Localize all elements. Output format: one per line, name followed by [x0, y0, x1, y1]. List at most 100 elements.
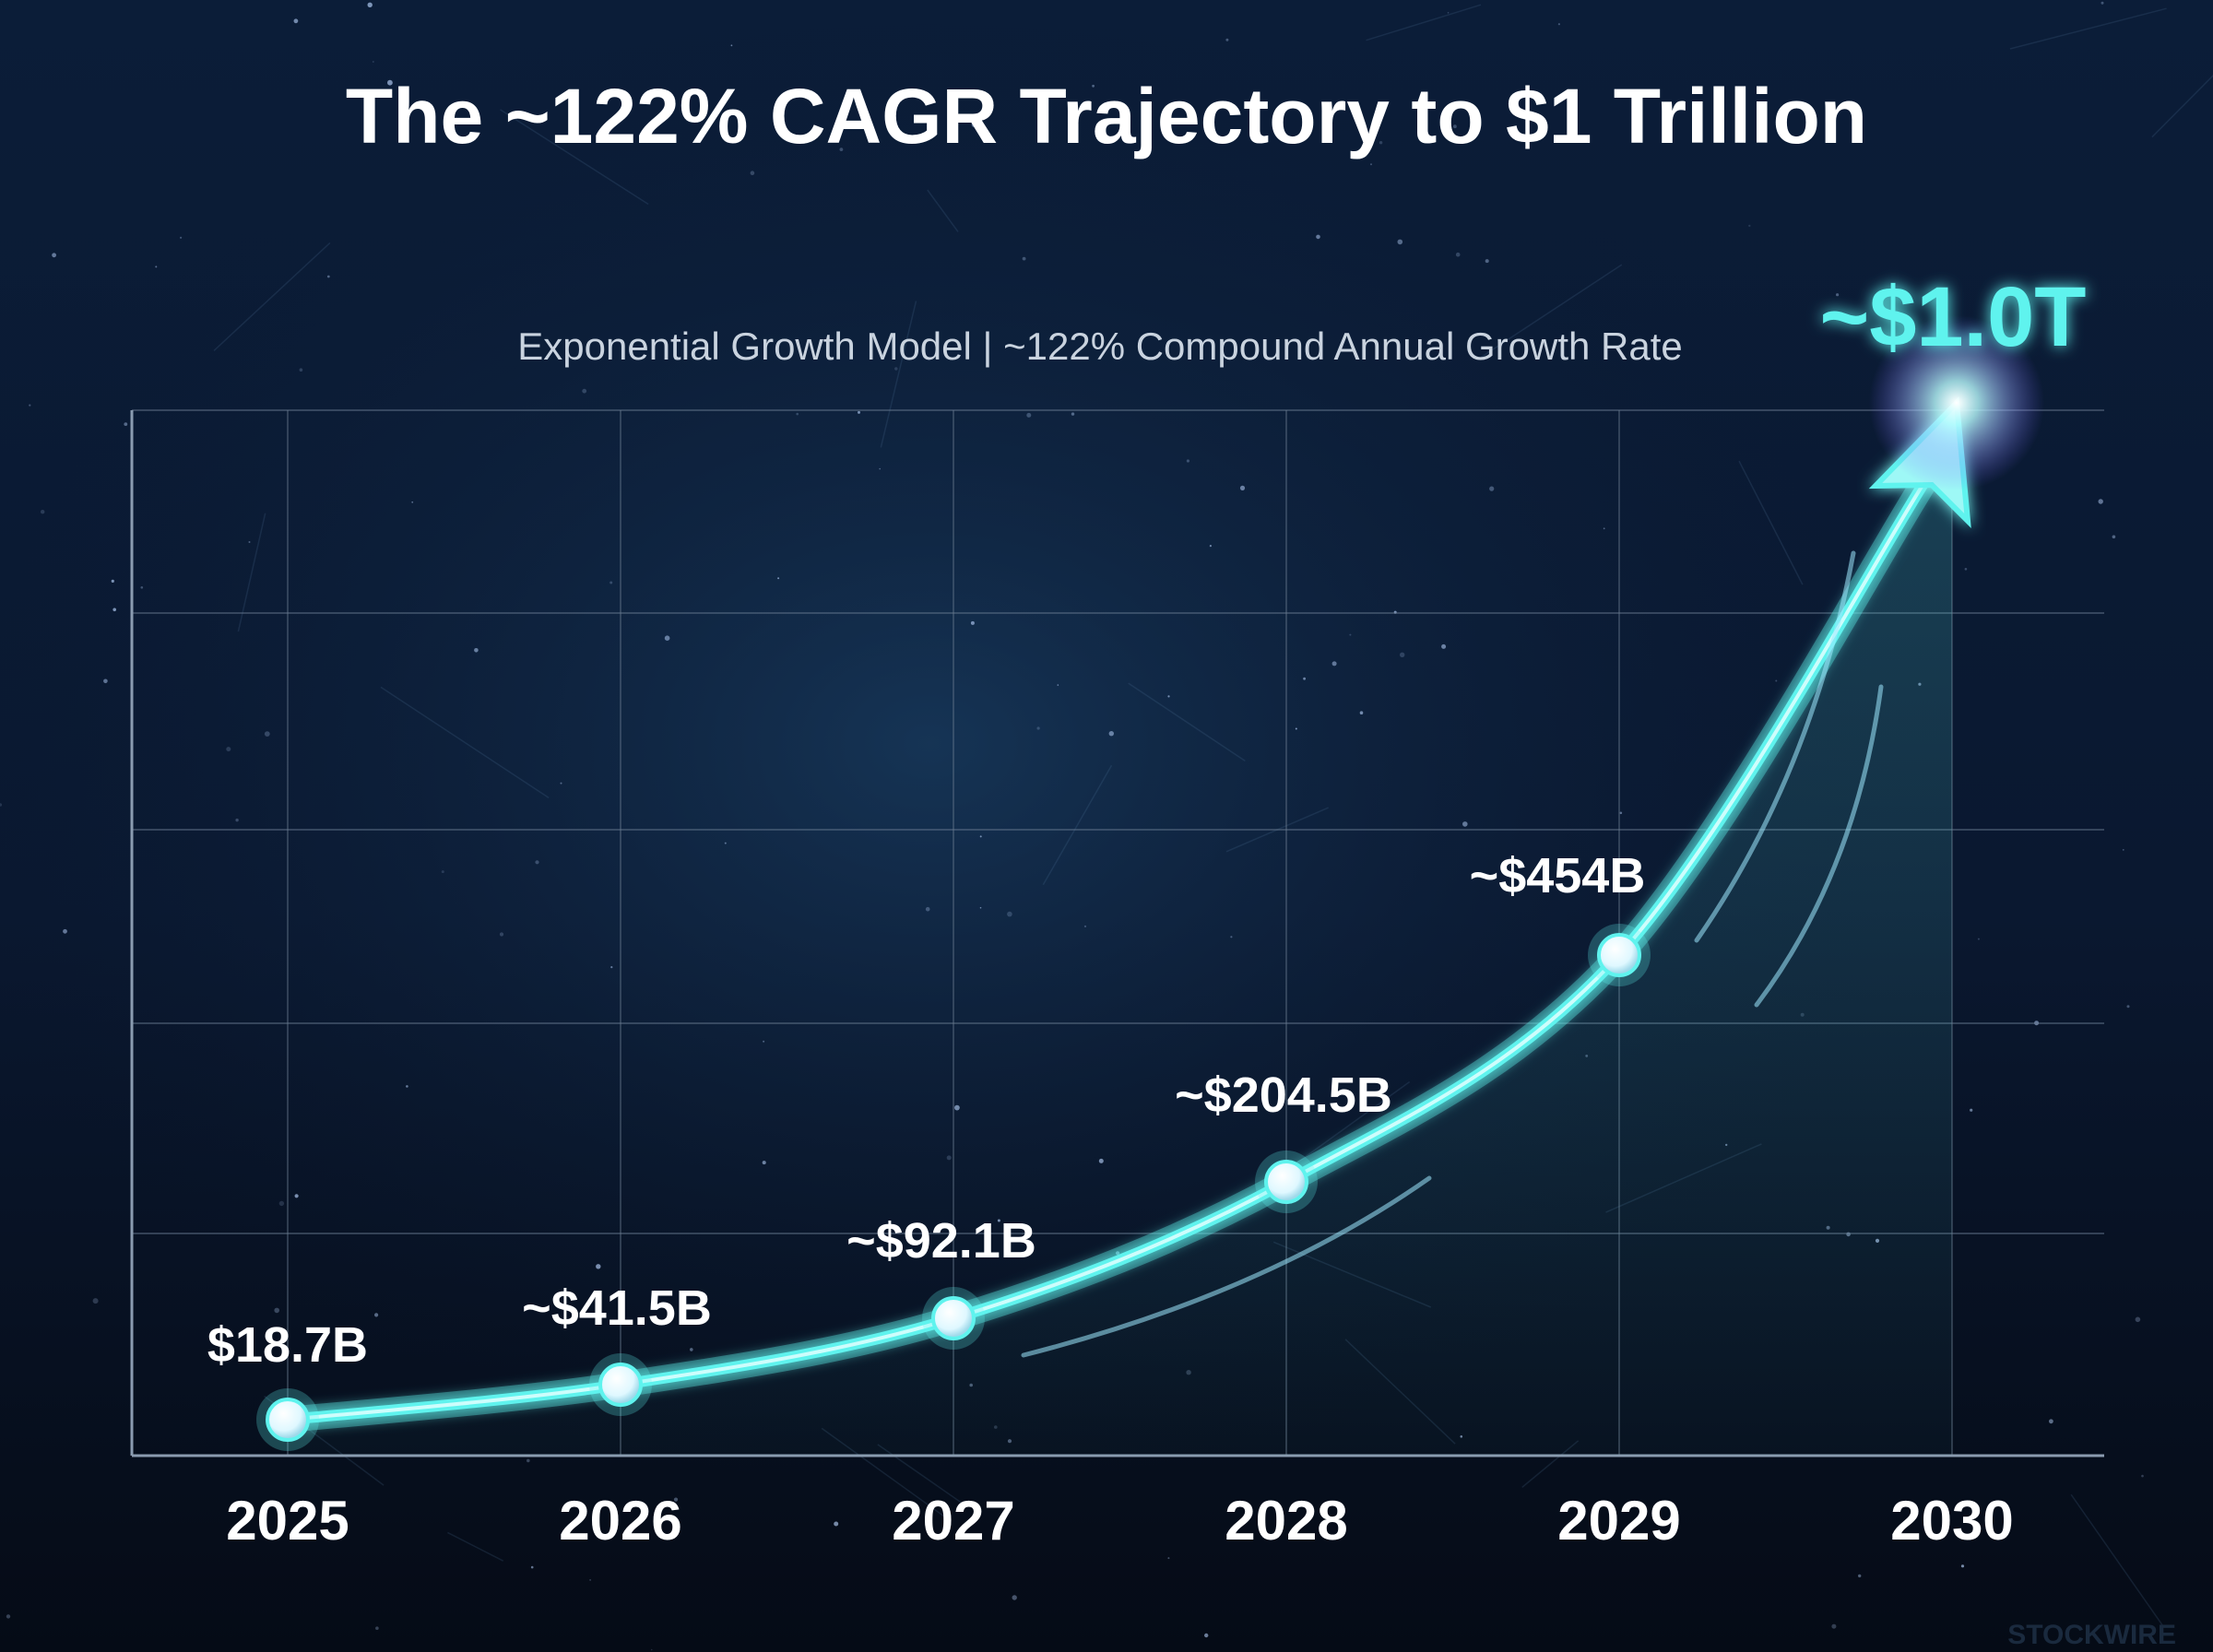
star-dot	[2126, 1005, 2130, 1009]
star-dot	[1316, 234, 1320, 240]
constellation-line	[1479, 264, 1623, 360]
star-dot	[1167, 695, 1170, 698]
star-dot	[411, 501, 414, 503]
constellation-line	[1738, 460, 1804, 585]
data-label: ~$92.1B	[846, 1213, 1036, 1268]
star-dot	[1359, 711, 1364, 714]
area-under-curve	[288, 419, 1952, 1456]
star-dot	[1447, 12, 1450, 14]
star-dot	[690, 1348, 693, 1351]
star-dot	[894, 367, 898, 371]
star-dot	[1331, 661, 1337, 667]
constellation-line	[1128, 682, 1246, 762]
star-dot	[1462, 821, 1468, 827]
star-dot	[664, 635, 670, 641]
star-dot	[248, 541, 251, 543]
star-dot	[441, 870, 444, 874]
star-dot	[1230, 936, 1233, 938]
star-dot	[1303, 677, 1306, 680]
star-dot	[1775, 679, 1778, 682]
star-dot	[1012, 1595, 1017, 1600]
star-dot	[1603, 527, 1605, 530]
star-dot	[2112, 535, 2116, 539]
constellation-line	[927, 189, 959, 232]
star-dot	[180, 236, 183, 239]
star-dot	[374, 1313, 379, 1317]
star-dot	[1379, 141, 1383, 145]
star-dot	[124, 422, 128, 426]
star-dot	[1557, 23, 1560, 26]
x-tick-label: 2030	[1890, 1490, 2013, 1552]
star-dot	[474, 648, 479, 653]
star-dot	[326, 275, 330, 278]
star-dot	[1007, 911, 1012, 917]
star-dot	[0, 803, 3, 807]
watermark: STOCKWIRE	[2007, 1620, 2176, 1650]
star-dot	[730, 44, 733, 47]
constellation-line	[1225, 807, 1329, 853]
star-dot	[750, 171, 755, 175]
star-dot	[777, 577, 780, 580]
star-dot	[1108, 731, 1115, 737]
star-dot	[52, 253, 56, 258]
star-dot	[1964, 568, 1968, 571]
star-dot	[527, 1458, 530, 1463]
constellation-line	[380, 686, 550, 799]
star-dot	[979, 835, 982, 838]
star-dot	[235, 818, 239, 822]
star-dot	[2135, 1316, 2141, 1323]
star-dot	[1748, 224, 1751, 228]
accent-arrow-icon	[1021, 1175, 1432, 1358]
star-dot	[1036, 726, 1040, 730]
star-dot	[1057, 684, 1059, 686]
star-dot	[1970, 1108, 1973, 1112]
chart-subtitle: Exponential Growth Model | ~122% Compoun…	[517, 324, 1683, 368]
star-dot	[1092, 84, 1095, 88]
star-dot	[29, 404, 31, 407]
star-dot	[375, 1626, 379, 1630]
star-dot	[1858, 1574, 1862, 1578]
constellation-line	[1290, 1080, 1411, 1168]
star-dot	[650, 1648, 653, 1651]
star-dot	[1167, 1557, 1170, 1560]
star-dot	[610, 966, 613, 969]
constellation-line	[237, 513, 266, 632]
x-tick-label: 2027	[892, 1490, 1014, 1552]
accent-arrow-icon	[1754, 684, 1884, 1008]
star-dot	[954, 1104, 960, 1111]
star-dot	[299, 368, 303, 372]
star-dot	[372, 61, 374, 63]
star-dot	[1485, 259, 1489, 264]
constellation-line	[500, 109, 649, 206]
accent-arrow-icon	[1694, 550, 1856, 943]
star-dot	[103, 678, 108, 684]
star-dot	[1225, 38, 1229, 41]
star-dot	[406, 1085, 408, 1088]
data-label: $18.7B	[207, 1317, 368, 1373]
star-dot	[997, 1219, 1000, 1222]
star-dot	[264, 731, 270, 737]
constellation-line	[2009, 7, 2167, 50]
star-dot	[2141, 1474, 2144, 1478]
x-tick-labels: 2025 2026 2027 2028 2029 2030	[226, 1490, 2013, 1552]
star-dot	[1186, 459, 1189, 463]
star-dot	[946, 1155, 952, 1161]
star-dot	[535, 860, 539, 865]
x-tick-label: 2028	[1225, 1490, 1347, 1552]
data-label-final: ~$1.0T	[1820, 270, 2087, 364]
star-dot	[1489, 486, 1495, 491]
star-dot	[226, 747, 231, 752]
star-dot	[1370, 163, 1372, 166]
star-dot	[1083, 925, 1087, 928]
x-tick-label: 2029	[1557, 1490, 1680, 1552]
star-dot	[1098, 1158, 1104, 1163]
data-point	[266, 1398, 310, 1442]
star-dot	[2034, 1021, 2040, 1026]
star-dot	[609, 581, 613, 584]
star-dot	[1026, 412, 1032, 418]
star-dot	[2098, 499, 2103, 504]
star-dot	[839, 148, 844, 152]
star-dot	[582, 388, 587, 394]
